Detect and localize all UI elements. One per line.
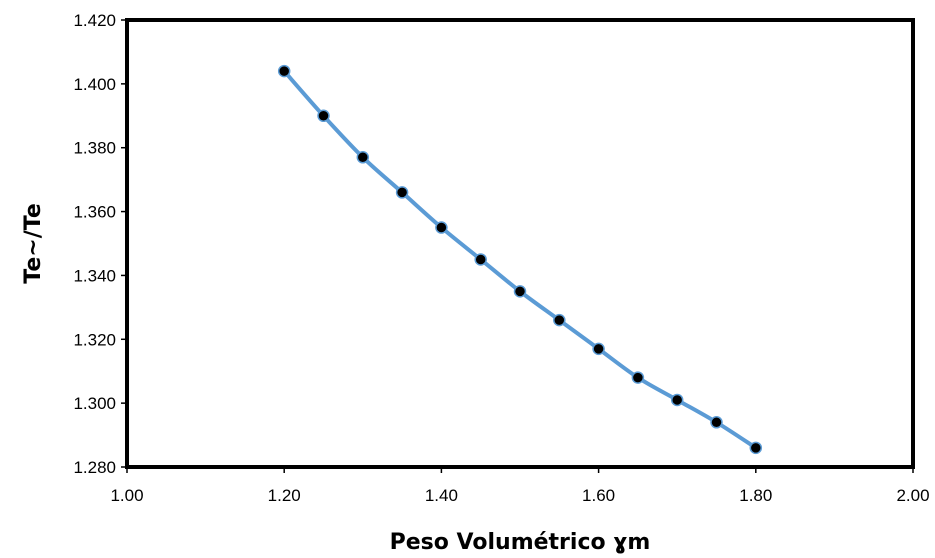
plot-area-frame bbox=[125, 18, 915, 469]
data-point bbox=[356, 151, 370, 164]
x-axis-title: Peso Volumétrico ɣm bbox=[390, 530, 651, 555]
x-tick-label: 2.00 bbox=[896, 486, 929, 505]
data-point bbox=[553, 313, 566, 327]
y-tick-label: 1.380 bbox=[73, 139, 116, 158]
data-point bbox=[592, 342, 605, 356]
x-tick-label: 1.20 bbox=[268, 486, 301, 505]
x-tick-label: 1.60 bbox=[582, 486, 615, 505]
x-tick-label: 1.00 bbox=[110, 486, 143, 505]
y-tick-label: 1.400 bbox=[73, 75, 116, 94]
data-point bbox=[435, 221, 448, 234]
data-point bbox=[277, 64, 291, 78]
y-tick-label: 1.300 bbox=[73, 394, 116, 413]
y-tick-label: 1.360 bbox=[73, 203, 116, 222]
y-tick-label: 1.420 bbox=[73, 11, 116, 30]
data-point bbox=[670, 393, 684, 407]
x-tick-label: 1.40 bbox=[425, 486, 458, 505]
data-point bbox=[631, 371, 645, 384]
y-tick-label: 1.280 bbox=[73, 458, 116, 477]
data-point bbox=[513, 285, 527, 298]
data-point bbox=[749, 441, 763, 455]
y-tick-label: 1.340 bbox=[73, 266, 116, 285]
x-tick-label: 1.80 bbox=[739, 486, 772, 505]
y-tick-label: 1.320 bbox=[73, 330, 116, 349]
data-point bbox=[474, 253, 487, 266]
data-point bbox=[710, 416, 723, 429]
y-axis-ticks: 1.280 1.300 1.320 1.340 1.360 1.380 1.400 1.420 bbox=[73, 11, 127, 477]
data-point bbox=[395, 186, 409, 199]
x-axis-ticks: 1.00 1.20 1.40 1.60 1.80 2.00 bbox=[110, 467, 930, 505]
series-group bbox=[277, 64, 763, 455]
y-axis-title: Te~/Te bbox=[21, 203, 46, 283]
data-point bbox=[317, 109, 330, 123]
series-line bbox=[282, 69, 758, 450]
